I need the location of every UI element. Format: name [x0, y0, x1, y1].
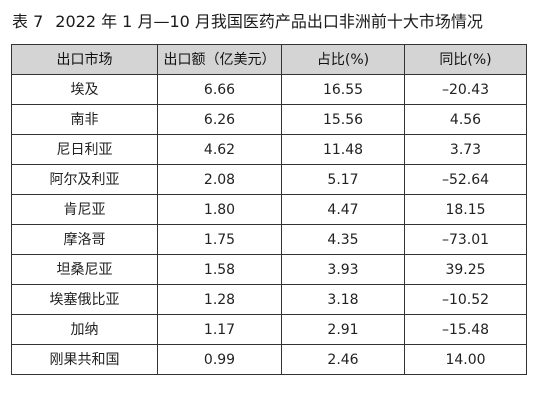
cell-export-value: 0.99 [157, 344, 282, 375]
cell-export-value: 6.66 [157, 74, 282, 105]
cell-yoy: –52.64 [404, 164, 527, 195]
cell-yoy: 3.73 [404, 134, 527, 165]
cell-share: 3.18 [281, 284, 405, 315]
table-row: 加纳 1.17 2.91 –15.48 [11, 314, 527, 345]
header-share: 占比(%) [281, 44, 405, 75]
cell-share: 2.46 [281, 344, 405, 375]
cell-market: 埃及 [11, 74, 158, 105]
cell-yoy: –15.48 [404, 314, 527, 345]
export-markets-table: 出口市场 出口额（亿美元） 占比(%) 同比(%) 埃及 6.66 16.55 … [11, 44, 527, 375]
cell-yoy: 4.56 [404, 104, 527, 135]
table-row: 坦桑尼亚 1.58 3.93 39.25 [11, 254, 527, 285]
cell-market: 埃塞俄比亚 [11, 284, 158, 315]
cell-share: 4.35 [281, 224, 405, 255]
table-row: 埃塞俄比亚 1.28 3.18 –10.52 [11, 284, 527, 315]
header-yoy: 同比(%) [404, 44, 527, 75]
header-export-value: 出口额（亿美元） [157, 44, 282, 75]
cell-market: 加纳 [11, 314, 158, 345]
cell-market: 刚果共和国 [11, 344, 158, 375]
cell-yoy: 18.15 [404, 194, 527, 225]
cell-yoy: 39.25 [404, 254, 527, 285]
cell-yoy: –20.43 [404, 74, 527, 105]
cell-yoy: –10.52 [404, 284, 527, 315]
table-number: 表 7 [12, 12, 44, 31]
table-row: 摩洛哥 1.75 4.35 –73.01 [11, 224, 527, 255]
table-row: 埃及 6.66 16.55 –20.43 [11, 74, 527, 105]
cell-share: 4.47 [281, 194, 405, 225]
cell-market: 坦桑尼亚 [11, 254, 158, 285]
table-row: 刚果共和国 0.99 2.46 14.00 [11, 344, 527, 375]
cell-export-value: 1.17 [157, 314, 282, 345]
cell-export-value: 1.28 [157, 284, 282, 315]
header-market: 出口市场 [11, 44, 158, 75]
cell-yoy: –73.01 [404, 224, 527, 255]
table-row: 肯尼亚 1.80 4.47 18.15 [11, 194, 527, 225]
table-row: 尼日利亚 4.62 11.48 3.73 [11, 134, 527, 165]
table-row: 阿尔及利亚 2.08 5.17 –52.64 [11, 164, 527, 195]
table-row: 南非 6.26 15.56 4.56 [11, 104, 527, 135]
cell-market: 尼日利亚 [11, 134, 158, 165]
table-header-row: 出口市场 出口额（亿美元） 占比(%) 同比(%) [11, 44, 527, 75]
cell-share: 5.17 [281, 164, 405, 195]
table-caption: 表 7 2022 年 1 月—10 月我国医药产品出口非洲前十大市场情况 [11, 10, 528, 33]
cell-share: 16.55 [281, 74, 405, 105]
cell-export-value: 1.75 [157, 224, 282, 255]
cell-share: 11.48 [281, 134, 405, 165]
cell-export-value: 4.62 [157, 134, 282, 165]
cell-market: 摩洛哥 [11, 224, 158, 255]
cell-share: 3.93 [281, 254, 405, 285]
cell-export-value: 6.26 [157, 104, 282, 135]
table-title: 2022 年 1 月—10 月我国医药产品出口非洲前十大市场情况 [55, 12, 483, 31]
cell-market: 肯尼亚 [11, 194, 158, 225]
cell-yoy: 14.00 [404, 344, 527, 375]
cell-share: 2.91 [281, 314, 405, 345]
cell-market: 阿尔及利亚 [11, 164, 158, 195]
cell-market: 南非 [11, 104, 158, 135]
cell-export-value: 2.08 [157, 164, 282, 195]
cell-export-value: 1.80 [157, 194, 282, 225]
cell-share: 15.56 [281, 104, 405, 135]
cell-export-value: 1.58 [157, 254, 282, 285]
